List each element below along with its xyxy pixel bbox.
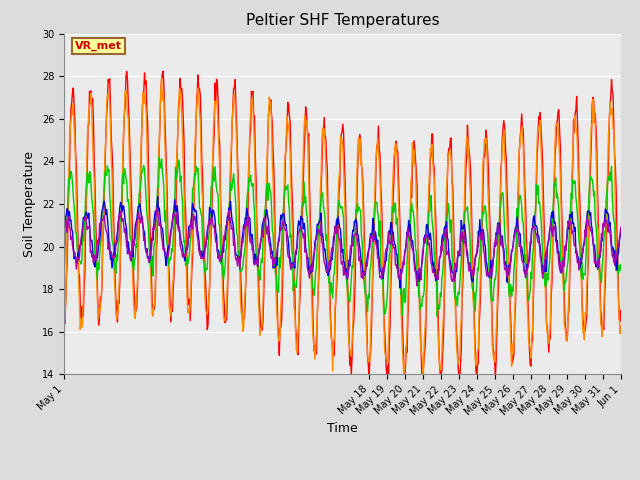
X-axis label: Time: Time [327,422,358,435]
Title: Peltier SHF Temperatures: Peltier SHF Temperatures [246,13,439,28]
Y-axis label: Soil Temperature: Soil Temperature [23,151,36,257]
Text: VR_met: VR_met [75,41,122,51]
Legend: pSHF_T1, pSHF_T2, pSHF_T3, pSHF_T4, pSHF_T5: pSHF_T1, pSHF_T2, pSHF_T3, pSHF_T4, pSHF… [81,475,604,480]
